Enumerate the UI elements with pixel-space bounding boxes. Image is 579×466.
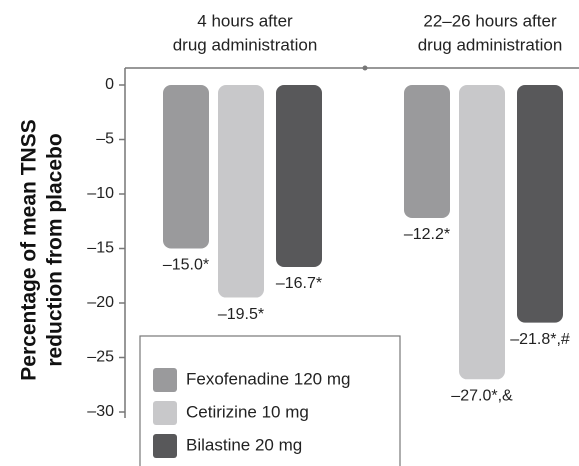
group-label: drug administration (173, 35, 318, 54)
bar (218, 85, 264, 298)
y-tick-label: –25 (87, 349, 114, 366)
bar (163, 85, 209, 249)
bar (517, 85, 563, 323)
bar (276, 85, 322, 268)
y-tick-label: 0 (105, 76, 114, 93)
y-tick-label: –30 (87, 403, 114, 420)
legend-swatch (153, 434, 177, 458)
legend-label: Bilastine 20 mg (186, 435, 302, 454)
value-label: –21.8*,# (510, 331, 570, 348)
legend-swatch (153, 368, 177, 392)
y-tick-label: –15 (87, 240, 114, 257)
y-tick-label: –10 (87, 185, 114, 202)
legend-label: Cetirizine 10 mg (186, 402, 309, 421)
group-label: drug administration (418, 35, 563, 54)
value-label: –15.0* (163, 257, 209, 274)
legend-label: Fexofenadine 120 mg (186, 369, 350, 388)
bar (404, 85, 450, 218)
value-label: –27.0*,& (451, 388, 513, 405)
value-label: –12.2* (404, 226, 450, 243)
group-label: 22–26 hours after (423, 11, 557, 30)
y-tick-label: –20 (87, 294, 114, 311)
legend-box (139, 335, 401, 466)
group-label: 4 hours after (197, 11, 293, 30)
y-axis-label: reduction from placebo (44, 133, 67, 366)
value-label: –16.7* (276, 275, 322, 292)
legend-swatch (153, 401, 177, 425)
bar (459, 85, 505, 380)
group-divider (362, 65, 368, 71)
y-tick-label: –5 (96, 131, 114, 148)
value-label: –19.5* (218, 306, 264, 323)
y-axis-label: Percentage of mean TNSS (18, 119, 41, 380)
